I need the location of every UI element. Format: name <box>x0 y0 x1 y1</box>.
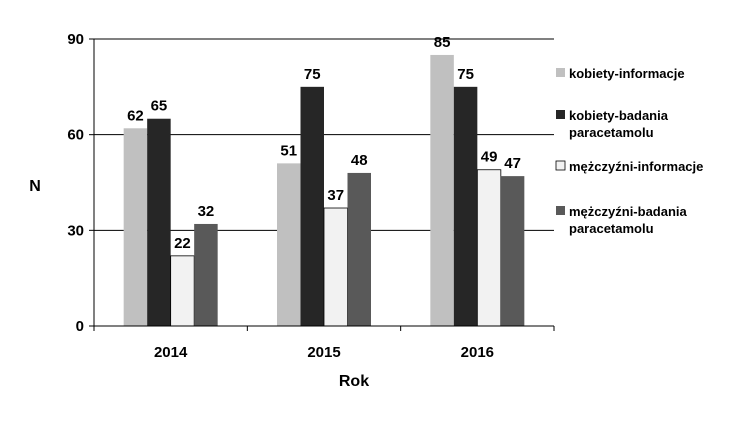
x-tick-label: 2014 <box>154 344 188 361</box>
bar-2015-s1 <box>277 163 301 326</box>
axes: 0 30 60 90 2014 2015 2016 <box>67 31 555 361</box>
data-labels: 62 65 22 32 51 75 37 48 85 75 49 47 <box>127 34 521 252</box>
legend-label: kobiety-informacje <box>569 66 685 81</box>
y-tick-label: 30 <box>67 222 84 239</box>
bar-2015-s3 <box>323 207 348 327</box>
bar-2015-s4 <box>347 172 371 326</box>
bars <box>123 54 525 327</box>
data-label: 32 <box>198 203 215 220</box>
legend-swatch <box>556 206 565 215</box>
data-label: 75 <box>304 66 321 83</box>
y-axis-title: N <box>29 178 41 195</box>
legend-label: kobiety-badania paracetamolu <box>569 108 669 140</box>
legend-swatch <box>555 160 566 171</box>
bar-2014-s3 <box>170 255 195 327</box>
y-tick-label: 0 <box>76 318 84 335</box>
legend-swatch <box>556 68 565 77</box>
data-label: 62 <box>127 107 144 124</box>
data-label: 75 <box>457 66 474 83</box>
legend: kobiety-informacje kobiety-badania paracet… <box>555 66 703 236</box>
bar-2014-s2 <box>147 118 171 326</box>
y-tick-label: 60 <box>67 127 84 144</box>
data-label: 65 <box>151 98 168 115</box>
data-label: 48 <box>351 152 368 169</box>
y-tick-label: 90 <box>67 31 84 48</box>
data-label: 51 <box>280 142 297 159</box>
bar-2014-s4 <box>194 223 218 326</box>
bar-2016-s1 <box>430 54 454 326</box>
data-label: 37 <box>327 187 344 204</box>
x-tick-label: 2015 <box>307 344 340 361</box>
data-label: 47 <box>504 155 521 172</box>
data-label: 49 <box>481 149 498 166</box>
x-tick-label: 2016 <box>461 344 494 361</box>
legend-label: mężczyźni-badania paracetamolu <box>569 204 688 236</box>
legend-label: mężczyźni-informacje <box>569 159 703 174</box>
legend-swatch <box>556 110 565 119</box>
bar-2015-s2 <box>300 86 324 326</box>
bar-2016-s3 <box>476 169 502 327</box>
data-label: 22 <box>174 235 191 252</box>
bar-2014-s1 <box>123 128 148 326</box>
x-axis-title: Rok <box>339 373 369 390</box>
bar-2016-s4 <box>500 176 525 326</box>
bar-2016-s2 <box>453 86 478 326</box>
data-label: 85 <box>434 34 451 51</box>
